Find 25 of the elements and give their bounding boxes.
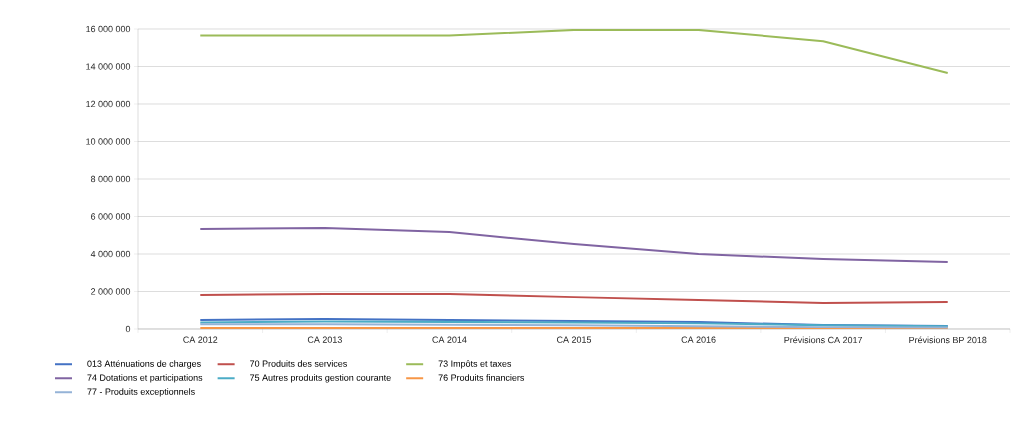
- legend-label: 75 Autres produits gestion courante: [250, 374, 391, 383]
- x-tick-label: Prévisions CA 2017: [784, 336, 863, 344]
- legend-label: 70 Produits des services: [250, 360, 347, 367]
- y-tick-label: 8 000 000: [90, 175, 131, 183]
- line-series: [199, 292, 949, 304]
- x-tick-label: CA 2014: [432, 336, 467, 343]
- legend-label: 013 Atténuations de charges: [87, 360, 201, 369]
- y-tick-label: 10 000 000: [86, 138, 131, 145]
- y-tick-label: 0: [125, 325, 131, 333]
- y-tick-label: 12 000 000: [86, 100, 131, 108]
- legend-label: 73 Impôts et taxes: [438, 360, 512, 369]
- x-tick-label: CA 2013: [307, 336, 342, 343]
- line-series: [199, 226, 949, 264]
- y-tick-label: 2 000 000: [91, 288, 131, 295]
- legend-label: 77 - Produits exceptionnels: [87, 388, 195, 397]
- legend-label: 76 Produits financiers: [438, 374, 525, 381]
- legend-label: 74 Dotations et participations: [87, 374, 203, 383]
- y-tick-label: 6 000 000: [91, 213, 131, 220]
- x-tick-label: CA 2016: [681, 336, 716, 343]
- y-tick-label: 16 000 000: [86, 25, 131, 33]
- y-tick-label: 4 000 000: [90, 250, 131, 258]
- x-tick-label: CA 2012: [183, 336, 218, 343]
- x-tick-label: Prévisions BP 2018: [909, 336, 987, 344]
- x-tick-label: CA 2015: [557, 336, 592, 343]
- y-tick-label: 14 000 000: [86, 63, 131, 70]
